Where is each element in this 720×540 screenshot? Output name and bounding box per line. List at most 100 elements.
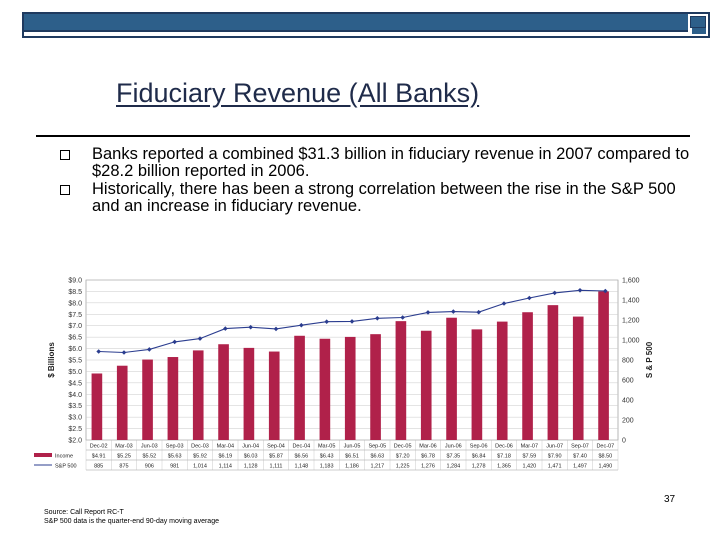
sp500-data-label: 1,365 (497, 464, 511, 470)
sp500-point (425, 310, 431, 315)
slide-title: Fiduciary Revenue (All Banks) (116, 78, 480, 108)
sp500-point (603, 288, 608, 294)
income-bar (446, 317, 457, 440)
y-tick-label: $3.5 (68, 403, 82, 410)
income-bar (496, 321, 508, 440)
source-note: Source: Call Report RC-T S&P 500 data is… (44, 508, 219, 526)
sp500-point (96, 349, 101, 354)
income-bar (547, 305, 559, 440)
y-tick-label: $7.5 (68, 312, 82, 319)
income-data-label: $6.43 (320, 454, 334, 460)
sp500-data-label: 1,014 (193, 464, 207, 470)
sp500-point (552, 290, 557, 296)
sp500-point (577, 288, 583, 293)
y2-tick-label: 400 (622, 398, 634, 405)
checkbox-bullet-icon (60, 150, 70, 160)
y2-axis-title: S & P 500 (645, 341, 654, 378)
income-bar (395, 321, 407, 440)
income-bar (572, 316, 584, 440)
header-bar (22, 12, 710, 38)
revenue-chart: $2.0 $2.5 $3.0 $3.5 $4.0 $4.5 $5.0 $5.5 $6.0 $6.5… (34, 278, 654, 471)
income-data-label: $7.35 (446, 454, 460, 460)
income-data-label: $5.87 (269, 454, 283, 460)
income-data-label: $7.20 (396, 454, 410, 460)
legend-income-label: Income (55, 454, 73, 460)
income-data-label: $5.63 (168, 454, 182, 460)
income-data-label: $6.63 (370, 454, 384, 460)
legend-sp500-label: S&P 500 (55, 464, 77, 470)
income-data-label: $5.25 (117, 454, 131, 460)
y2-tick-label: 1,000 (622, 338, 640, 345)
y2-tick-label: 1,200 (622, 318, 640, 325)
sp500-data-label: 1,497 (573, 464, 587, 470)
checkbox-bullet-icon (60, 185, 70, 195)
y-tick-label: $5.0 (68, 369, 82, 376)
sp500-point (400, 315, 405, 320)
income-data-label: $6.84 (472, 454, 486, 460)
y-tick-label: $4.0 (68, 392, 82, 399)
income-bar (91, 373, 103, 440)
y-tick-label: $8.5 (68, 289, 82, 296)
income-bar (116, 365, 128, 440)
income-data-label: $7.40 (573, 454, 587, 460)
income-bar (192, 350, 204, 440)
sp500-point (527, 295, 532, 301)
sp500-point (451, 309, 456, 314)
y2-tick-label: 1,400 (622, 298, 640, 305)
bullet-text: Historically, there has been a strong co… (92, 180, 676, 215)
income-bar (294, 335, 305, 440)
x-tick-label: Sep-05 (368, 444, 386, 450)
sp500-data-label: 1,217 (370, 464, 384, 470)
income-bar (167, 357, 179, 440)
sp500-data-label: 885 (94, 464, 103, 470)
y-tick-label: $9.0 (68, 278, 82, 285)
x-tick-label: Mar-03 (115, 444, 132, 450)
income-bar (268, 351, 280, 440)
y-tick-label: $2.5 (68, 426, 82, 433)
income-bar (370, 334, 381, 440)
page-number: 37 (664, 494, 676, 505)
bullet-list: Banks reported a combined $31.3 billion … (60, 146, 700, 216)
x-tick-label: Mar-07 (521, 444, 538, 450)
x-tick-label: Jun-05 (344, 444, 361, 450)
income-data-label: $5.92 (193, 454, 207, 460)
x-tick-label: Mar-05 (318, 444, 335, 450)
sp500-data-label: 1,186 (345, 464, 359, 470)
sp500-point (121, 350, 127, 355)
x-tick-label: Sep-03 (166, 444, 184, 450)
x-tick-label: Jun-03 (141, 444, 158, 450)
y-tick-label: $4.5 (68, 380, 82, 387)
x-tick-label: Sep-07 (571, 444, 589, 450)
income-data-label: $6.19 (218, 454, 232, 460)
sp500-data-label: 1,284 (446, 464, 460, 470)
sp500-point (349, 319, 355, 324)
x-tick-label: Jun-04 (242, 444, 259, 450)
income-bar (471, 329, 483, 440)
bullet-item: Historically, there has been a strong co… (60, 181, 700, 215)
y-tick-label: $6.5 (68, 335, 82, 342)
income-data-label: $6.03 (244, 454, 258, 460)
source-line: Source: Call Report RC-T (44, 509, 124, 516)
income-bar (142, 359, 153, 440)
sp500-point (197, 336, 203, 341)
sp500-data-label: 1,471 (548, 464, 562, 470)
income-data-label: $8.50 (598, 454, 612, 460)
income-data-label: $6.56 (294, 454, 308, 460)
sp500-data-label: 1,183 (320, 464, 334, 470)
sp500-point (501, 301, 507, 306)
header-square-bottom (692, 28, 706, 34)
income-data-label: $6.51 (345, 454, 359, 460)
x-tick-label: Dec-03 (191, 444, 209, 450)
x-tick-label: Dec-04 (292, 444, 310, 450)
sp500-data-label: 1,278 (472, 464, 486, 470)
income-bar (218, 344, 229, 440)
x-tick-label: Dec-05 (394, 444, 412, 450)
bullet-item: Banks reported a combined $31.3 billion … (60, 146, 700, 180)
x-tick-label: Jun-07 (546, 444, 563, 450)
income-bar (598, 291, 609, 440)
y-tick-label: $2.0 (68, 438, 82, 445)
title-divider (36, 135, 690, 137)
sp500-data-label: 1,111 (270, 464, 283, 470)
bullet-text: Banks reported a combined $31.3 billion … (92, 145, 690, 180)
y-tick-label: $5.5 (68, 358, 82, 365)
